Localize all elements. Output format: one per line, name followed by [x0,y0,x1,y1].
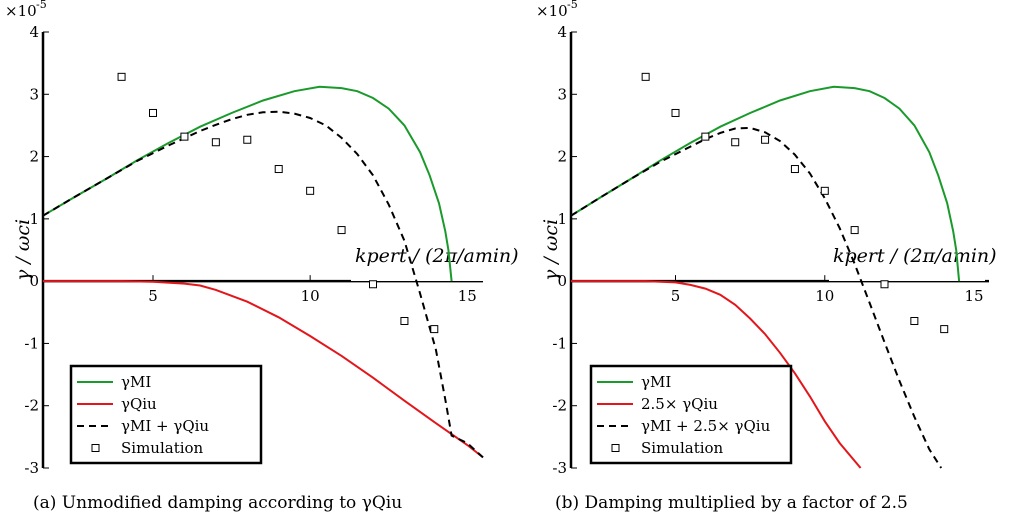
simulation-point [701,132,710,141]
y-tick-label: -1 [552,334,567,352]
y-tick-label: 4 [29,23,39,41]
legend-label: γMI [641,373,671,391]
series-line-2 [570,126,943,469]
panel-caption: (b) Damping multiplied by a factor of 2.… [555,493,908,513]
simulation-point [243,135,252,144]
legend-label: γMI [121,373,151,391]
simulation-point [820,186,829,195]
legend-label: 2.5× γQiu [641,395,718,413]
simulation-point [761,135,770,144]
axis-exponent-base: ×10 [536,2,568,20]
simulation-point [430,325,439,334]
x-axis-label: kpert / (2π/amin) [351,227,519,281]
series-line-2 [42,110,484,459]
y-tick-label: 2 [557,148,567,166]
y-tick-label: -3 [24,459,39,477]
legend: γMI γQiu γMI + γQiu Simulation [69,364,263,465]
y-tick-label: 1 [557,210,567,228]
simulation-point [641,72,650,81]
simulation-point [149,108,157,117]
y-tick-label: 3 [557,85,567,103]
simulation-point [369,280,377,289]
simulation-point [731,138,740,147]
simulation-point [306,186,315,195]
simulation-point [117,72,126,81]
legend-label: Simulation [121,439,204,457]
legend-label: γMI + γQiu [121,417,209,435]
x-tick-label: 10 [815,287,834,305]
legend: γMI 2.5× γQiu γMI + 2.5× γQiu Simulation [589,364,793,465]
legend-label: γMI + 2.5× γQiu [641,417,771,435]
simulation-point [671,108,680,117]
legend-label: Simulation [641,439,724,457]
simulation-point [400,317,409,326]
simulation-point [274,165,283,174]
simulation-point [211,138,220,147]
x-tick-label: 15 [458,287,477,305]
simulation-point [850,226,859,235]
series-line-1 [571,280,862,469]
legend-marker-simulation [611,444,620,452]
x-tick-label: 5 [671,287,681,305]
simulation-point [180,132,189,141]
y-tick-label: 0 [557,272,567,290]
y-tick-label: -3 [552,459,567,477]
x-tick-label: 5 [148,287,158,305]
x-axis-label-bg [351,227,507,281]
x-tick-label: 15 [965,287,984,305]
simulation-point [790,165,799,174]
series-line-1 [43,280,484,459]
panel-caption: (a) Unmodified damping according to γQiu [33,493,402,513]
y-tick-label: 0 [29,272,39,290]
y-tick-label: 4 [557,23,567,41]
simulation-point [940,325,949,334]
y-tick-label: -1 [24,334,39,352]
axis-exponent-power: -5 [36,0,47,11]
x-axis-label: kpert / (2π/amin) [829,227,997,281]
x-axis-label-text: kpert / (2π/amin) [833,245,997,267]
y-axis-label: γ / ωci [540,219,562,281]
axis-exponent-base: ×10 [5,2,37,20]
y-tick-label: -2 [552,397,567,415]
legend-marker-simulation [91,444,100,452]
y-tick-label: -2 [24,397,39,415]
simulation-point [910,317,919,326]
series-line-0 [42,85,453,282]
y-tick-label: 3 [29,85,39,103]
y-axis-label: γ / ωci [12,219,34,281]
simulation-point [880,280,889,289]
series-line-0 [570,85,961,282]
legend-label: γQiu [121,395,157,413]
x-axis-label-text: kpert / (2π/amin) [355,245,519,267]
simulation-point [337,226,346,235]
y-tick-label: 1 [29,210,39,228]
y-tick-label: 2 [29,148,39,166]
axis-exponent-power: -5 [567,0,578,11]
x-tick-label: 10 [301,287,320,305]
